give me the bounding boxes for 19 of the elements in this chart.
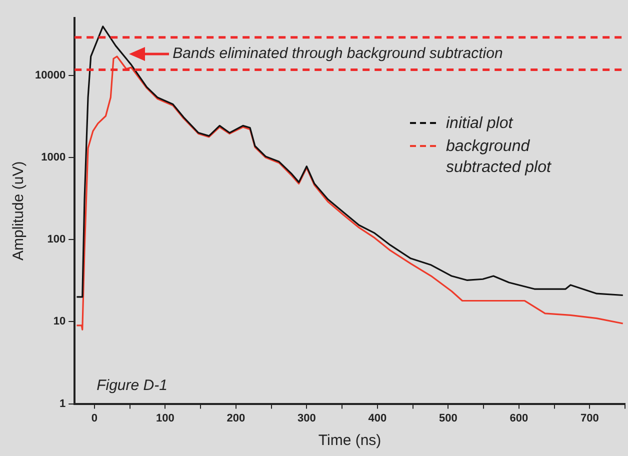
annotation: Bands eliminated through background subtraction <box>172 44 503 62</box>
y-axis-title: Amplitude (uV) <box>10 161 28 261</box>
x-tick-label: 500 <box>438 412 458 424</box>
x-axis-title: Time (ns) <box>318 432 382 450</box>
x-tick-label: 700 <box>580 412 599 424</box>
x-tick-label: 200 <box>226 412 246 424</box>
y-tick-label: 1000 <box>41 152 66 164</box>
legend-label: initial plot <box>446 114 514 134</box>
y-tick-label: 1 <box>59 398 66 410</box>
y-tick-label: 10 <box>53 316 66 328</box>
y-tick-label: 10000 <box>34 69 66 82</box>
x-tick-label: 100 <box>156 412 174 424</box>
x-tick-label: 400 <box>368 412 387 424</box>
x-tick-label: 600 <box>510 412 528 424</box>
legend-label: background subtracted plot <box>446 137 552 178</box>
x-tick-label: 0 <box>91 412 98 424</box>
x-tick-label: 300 <box>297 412 316 424</box>
y-tick-label: 100 <box>47 234 66 246</box>
annotation: Figure D-1 <box>96 376 168 394</box>
